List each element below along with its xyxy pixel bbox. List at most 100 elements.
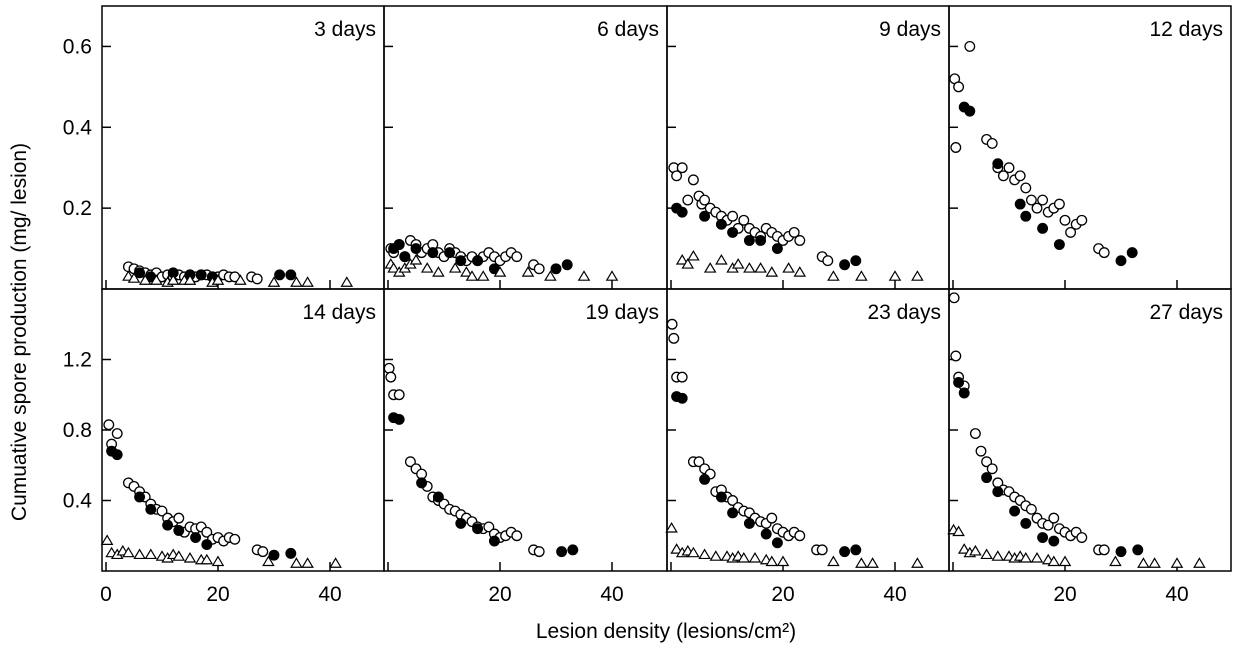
series-filled-circle (388, 239, 573, 275)
data-point-filled-circle (488, 535, 500, 547)
data-point-open-circle (1003, 162, 1015, 174)
data-point-triangle (329, 557, 342, 568)
data-point-open-circle (822, 255, 834, 267)
data-point-filled-circle (427, 247, 439, 259)
data-point-filled-circle (1020, 210, 1032, 222)
data-point-filled-circle (953, 376, 965, 388)
data-point-filled-circle (111, 449, 123, 461)
data-point-filled-circle (134, 267, 146, 279)
y-axis-title: Cumuative spore production (mg/ lesion) (8, 143, 31, 521)
panel-2: 6 days (383, 5, 668, 290)
data-point-filled-circle (850, 544, 862, 556)
data-point-open-circle (257, 546, 269, 558)
data-point-filled-circle (676, 206, 688, 218)
data-point-triangle (138, 274, 152, 285)
data-point-open-circle (671, 170, 683, 182)
data-point-triangle (1019, 551, 1033, 563)
data-point-open-circle (948, 292, 960, 304)
data-point-triangle (133, 548, 146, 560)
data-point-open-circle (385, 371, 397, 383)
data-point-triangle (743, 262, 756, 273)
data-point-triangle (765, 555, 779, 567)
data-point-open-circle (676, 162, 688, 174)
data-point-filled-circle (958, 387, 970, 399)
data-point-filled-circle (1048, 535, 1060, 547)
data-point-filled-circle (771, 537, 783, 549)
data-point-filled-circle (285, 269, 297, 281)
data-point-filled-circle (981, 472, 993, 484)
data-point-filled-circle (399, 251, 411, 263)
data-point-triangle (1030, 551, 1044, 563)
data-point-filled-circle (416, 477, 428, 489)
data-point-triangle (387, 262, 400, 273)
x-tick-label: 40 (1165, 583, 1188, 606)
data-point-triangle (301, 557, 314, 568)
data-point-open-circle (251, 273, 263, 285)
data-point-filled-circle (444, 247, 456, 259)
data-point-open-circle (173, 512, 185, 524)
data-point-triangle (911, 557, 924, 568)
data-point-open-circle (699, 194, 711, 206)
data-point-open-circle (1048, 512, 1060, 524)
data-point-open-circle (950, 350, 962, 362)
data-point-triangle (183, 274, 197, 285)
panels-layer: 3 days 0.2 0.4 0.6 6 days 9 days 12 days 14 day… (63, 5, 1232, 606)
series-open-circle (666, 318, 828, 556)
data-point-triangle (827, 270, 840, 281)
data-point-filled-circle (195, 269, 207, 281)
data-point-triangle (737, 551, 751, 563)
data-point-triangle (234, 274, 247, 285)
data-point-filled-circle (190, 532, 202, 543)
series-open-triangle (100, 534, 342, 568)
panel-6: 19 days 20 40 (383, 288, 668, 606)
data-point-triangle (698, 548, 711, 560)
series-open-triangle (122, 270, 354, 287)
data-point-open-circle (794, 530, 806, 542)
data-point-triangle (1148, 557, 1161, 568)
x-tick-label: 20 (771, 583, 794, 606)
data-point-filled-circle (743, 235, 755, 246)
data-point-open-circle (816, 544, 828, 556)
data-point-filled-circle (455, 255, 467, 267)
data-point-open-circle (404, 456, 416, 468)
data-point-triangle (476, 270, 490, 281)
data-point-open-circle (1037, 194, 1049, 206)
data-point-open-circle (981, 456, 993, 468)
data-point-triangle (866, 557, 879, 568)
data-point-triangle (991, 550, 1005, 561)
x-tick-label: 20 (1053, 583, 1076, 606)
panel-7: 23 days 20 40 (665, 288, 950, 606)
data-point-triangle (465, 270, 479, 281)
data-point-open-circle (794, 235, 806, 246)
data-point-filled-circle (839, 259, 851, 271)
data-point-triangle (952, 525, 965, 537)
data-point-open-circle (416, 468, 428, 480)
data-point-triangle (748, 551, 762, 563)
data-point-triangle (1137, 557, 1150, 568)
series-open-triangle (675, 249, 924, 281)
data-point-triangle (290, 276, 303, 287)
data-point-open-circle (1020, 182, 1032, 194)
data-point-triangle (144, 548, 158, 560)
data-point-triangle (731, 258, 745, 269)
series-filled-circle (958, 101, 1138, 267)
data-point-filled-circle (699, 473, 711, 485)
y-tick-label: 0.2 (63, 197, 92, 220)
data-point-triangle (827, 555, 840, 567)
data-point-open-circle (1025, 503, 1037, 515)
data-point-triangle (855, 557, 868, 568)
data-point-open-circle (666, 318, 678, 330)
panel-title: 12 days (1149, 18, 1223, 41)
data-point-triangle (665, 522, 678, 533)
data-point-triangle (1193, 557, 1206, 568)
y-tick-label: 0.6 (63, 35, 92, 58)
data-point-filled-circle (472, 523, 484, 535)
data-point-triangle (340, 276, 354, 287)
data-point-open-circle (511, 530, 523, 542)
data-point-triangle (290, 557, 303, 568)
data-point-triangle (675, 254, 689, 265)
x-tick-label: 0 (100, 583, 112, 606)
data-point-triangle (969, 544, 982, 556)
data-point-open-circle (953, 81, 965, 93)
